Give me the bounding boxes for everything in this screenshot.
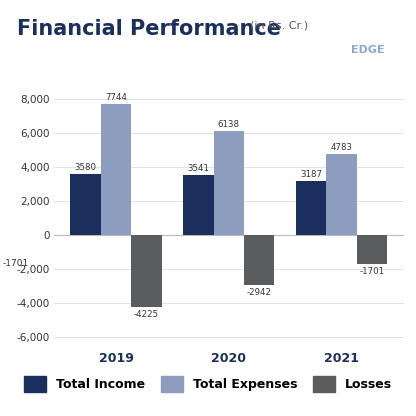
Text: -4225: -4225 [134,310,159,319]
Text: 6138: 6138 [218,120,240,129]
Bar [70,174,101,235]
Bar [296,181,326,235]
Text: 3187: 3187 [300,170,322,179]
Legend: Total Income, Total Expenses, Losses: Total Income, Total Expenses, Losses [19,371,397,397]
Text: -1701: -1701 [359,267,384,276]
Text: Financial Performance: Financial Performance [17,19,281,39]
Text: 3541: 3541 [187,164,209,173]
Bar [326,154,357,235]
Text: -1701: -1701 [2,260,28,268]
Bar [357,235,387,264]
Bar [213,131,244,235]
Text: STOCK: STOCK [347,22,389,32]
Text: -2942: -2942 [247,288,272,297]
Bar [183,175,213,235]
Text: (in Rs. Cr.): (in Rs. Cr.) [250,21,308,31]
Text: 7744: 7744 [105,93,127,102]
Bar [131,235,162,307]
Text: EDGE: EDGE [352,45,385,55]
Text: 3580: 3580 [74,163,97,172]
Text: 4783: 4783 [331,143,352,152]
Bar [244,235,275,285]
Bar [101,104,131,235]
